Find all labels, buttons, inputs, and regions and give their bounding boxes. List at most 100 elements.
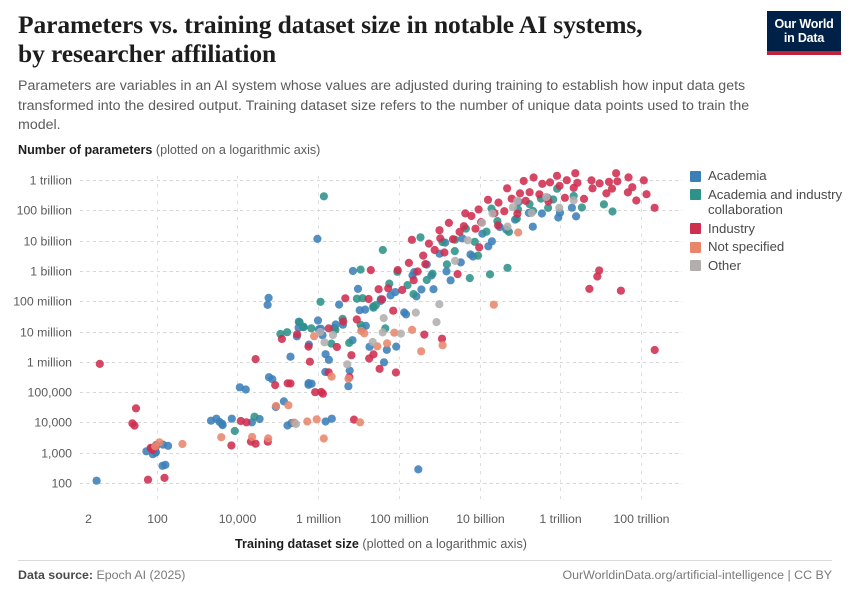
scatter-point[interactable] [607,184,617,193]
scatter-point[interactable] [587,176,596,185]
scatter-point[interactable] [450,247,459,256]
scatter-point[interactable] [328,330,338,340]
scatter-point[interactable] [408,325,417,334]
scatter-point[interactable] [513,196,522,205]
legend-item-industry[interactable]: Industry [690,221,848,237]
scatter-point[interactable] [446,276,455,285]
scatter-point[interactable] [361,305,370,314]
scatter-point[interactable] [339,317,348,326]
scatter-point[interactable] [503,263,512,272]
scatter-point[interactable] [398,285,407,295]
scatter-point[interactable] [555,181,564,190]
scatter-point[interactable] [344,382,353,391]
scatter-point[interactable] [360,329,369,338]
scatter-point[interactable] [567,203,577,212]
scatter-point[interactable] [344,374,353,383]
legend-item-other[interactable]: Other [690,258,848,274]
scatter-point[interactable] [650,203,659,212]
scatter-point[interactable] [378,295,387,304]
scatter-point[interactable] [470,237,479,246]
scatter-point[interactable] [352,315,361,324]
scatter-point[interactable] [293,330,302,339]
scatter-point[interactable] [264,293,273,302]
scatter-point[interactable] [404,258,413,267]
scatter-point[interactable] [612,169,621,178]
scatter-point[interactable] [345,366,354,375]
scatter-point[interactable] [545,178,555,187]
scatter-point[interactable] [435,226,444,235]
scatter-point[interactable] [401,310,411,319]
scatter-point[interactable] [319,434,328,443]
scatter-point[interactable] [291,419,301,429]
scatter-point[interactable] [307,379,316,388]
scatter-point[interactable] [131,404,141,413]
scatter-point[interactable] [588,184,597,193]
scatter-point[interactable] [327,414,336,423]
scatter-point[interactable] [436,234,445,243]
scatter-point[interactable] [263,300,272,309]
scatter-point[interactable] [248,432,257,442]
scatter-point[interactable] [155,438,164,447]
scatter-point[interactable] [378,245,387,255]
scatter-point[interactable] [451,256,460,265]
scatter-point[interactable] [390,328,399,337]
scatter-point[interactable] [513,209,522,218]
scatter-point[interactable] [455,227,464,236]
scatter-point[interactable] [286,379,295,388]
scatter-point[interactable] [364,294,373,304]
scatter-point[interactable] [95,359,104,368]
scatter-point[interactable] [324,324,333,333]
scatter-point[interactable] [421,260,430,269]
scatter-point[interactable] [482,227,491,236]
scatter-point[interactable] [160,473,169,482]
scatter-point[interactable] [529,173,538,182]
scatter-point[interactable] [271,381,280,390]
scatter-point[interactable] [562,176,571,185]
scatter-point[interactable] [310,332,319,341]
scatter-point[interactable] [494,198,503,207]
scatter-point[interactable] [579,194,589,203]
scatter-point[interactable] [227,441,236,450]
scatter-point[interactable] [286,352,295,361]
scatter-point[interactable] [389,306,398,315]
scatter-point[interactable] [525,188,534,197]
scatter-point[interactable] [316,327,325,336]
scatter-point[interactable] [374,285,383,294]
scatter-point[interactable] [488,209,497,218]
scatter-point[interactable] [217,433,226,442]
scatter-point[interactable] [379,358,389,367]
scatter-point[interactable] [560,193,570,202]
scatter-point[interactable] [515,189,525,198]
scatter-point[interactable] [555,203,564,212]
scatter-point[interactable] [613,177,622,186]
scatter-point[interactable] [424,239,433,248]
scatter-point[interactable] [227,414,236,423]
scatter-point[interactable] [535,190,544,199]
scatter-point[interactable] [384,284,393,293]
scatter-point[interactable] [304,342,313,351]
scatter-point[interactable] [465,274,474,283]
scatter-point[interactable] [178,439,187,449]
scatter-point[interactable] [411,308,420,317]
scatter-point[interactable] [218,421,227,430]
scatter-point[interactable] [503,184,512,193]
scatter-point[interactable] [375,364,384,373]
scatter-point[interactable] [538,179,547,188]
attribution-link[interactable]: OurWorldinData.org/artificial-intelligen… [562,568,833,582]
scatter-point[interactable] [542,192,551,202]
legend-item-not-specified[interactable]: Not specified [690,239,848,255]
scatter-point[interactable] [569,196,578,205]
scatter-point[interactable] [442,267,451,276]
scatter-point[interactable] [419,251,428,260]
scatter-point[interactable] [519,176,528,186]
scatter-point[interactable] [608,207,617,216]
scatter-point[interactable] [320,338,329,347]
scatter-point[interactable] [283,328,292,337]
scatter-point[interactable] [632,196,641,205]
scatter-point[interactable] [602,189,611,198]
scatter-point[interactable] [312,415,321,424]
scatter-point[interactable] [444,218,453,227]
scatter-point[interactable] [471,224,480,233]
scatter-point[interactable] [264,434,273,443]
scatter-point[interactable] [639,176,648,185]
